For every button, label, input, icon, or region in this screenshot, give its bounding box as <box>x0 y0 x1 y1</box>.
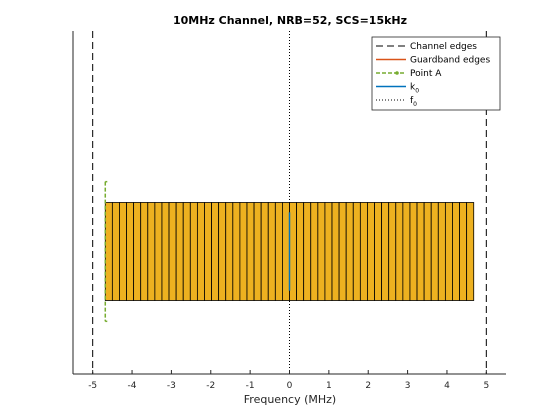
legend-guardband-edges-label: Guardband edges <box>410 56 490 66</box>
x-tick-label: 4 <box>444 381 450 391</box>
resource-block-22 <box>253 202 262 301</box>
legend-point-a-label: Point A <box>410 69 442 79</box>
resource-block-34 <box>338 202 347 301</box>
resource-block-13 <box>189 202 198 301</box>
legend-point-a-marker <box>395 71 399 75</box>
resource-block-11 <box>175 202 184 301</box>
resource-block-38 <box>367 202 375 301</box>
resource-block-41 <box>388 202 397 301</box>
x-tick-label: -3 <box>167 381 176 391</box>
resource-block-1 <box>104 202 113 301</box>
resource-block-26 <box>282 202 290 301</box>
resource-block-6 <box>140 202 149 301</box>
x-tick-label: 3 <box>405 381 411 391</box>
resource-block-12 <box>182 202 191 301</box>
resource-block-27 <box>289 202 297 301</box>
resource-block-15 <box>204 202 212 301</box>
resource-block-48 <box>437 202 446 301</box>
x-tick-label: -5 <box>88 381 97 391</box>
resource-block-52 <box>466 202 475 301</box>
legend-k0-label: k0 <box>410 83 419 95</box>
resource-block-31 <box>317 202 326 301</box>
x-tick-label: 0 <box>287 381 293 391</box>
plot-area <box>72 31 506 375</box>
resource-block-43 <box>402 202 411 301</box>
resource-block-49 <box>444 202 453 301</box>
legend-f0-subscript: 0 <box>413 101 417 108</box>
resource-block-18 <box>225 202 234 301</box>
resource-block-46 <box>423 202 432 301</box>
resource-block-8 <box>154 202 163 301</box>
resource-block-9 <box>161 202 170 301</box>
resource-block-4 <box>126 202 135 301</box>
resource-block-17 <box>218 202 227 301</box>
resource-block-51 <box>459 202 468 301</box>
resource-block-10 <box>168 202 177 301</box>
resource-block-30 <box>310 202 319 301</box>
resource-block-3 <box>119 202 127 301</box>
resource-block-19 <box>232 202 241 301</box>
x-tick-label: -1 <box>246 381 255 391</box>
resource-block-16 <box>211 202 220 301</box>
legend-box <box>371 36 501 111</box>
resource-block-45 <box>416 202 425 301</box>
x-tick-label: -4 <box>128 381 137 391</box>
resource-block-24 <box>267 202 276 301</box>
resource-block-35 <box>345 202 354 301</box>
chart-title: 10MHz Channel, NRB=52, SCS=15kHz <box>173 14 407 27</box>
resource-block-42 <box>395 202 404 301</box>
x-tick-label: -2 <box>206 381 215 391</box>
resource-block-28 <box>296 202 305 301</box>
legend-k0-subscript: 0 <box>415 88 419 95</box>
resource-block-14 <box>196 202 205 301</box>
resource-block-21 <box>246 202 255 301</box>
resource-block-2 <box>111 202 120 301</box>
resource-block-37 <box>359 202 368 301</box>
resource-block-47 <box>430 202 439 301</box>
resource-block-5 <box>133 202 142 301</box>
legend-f0-label: f0 <box>410 96 417 108</box>
resource-block-25 <box>274 202 283 301</box>
resource-block-40 <box>381 202 390 301</box>
x-tick-label: 2 <box>365 381 371 391</box>
resource-block-20 <box>239 202 248 301</box>
x-axis-ticks: -5 -4 -3 -2 -1 0 1 2 3 4 5 <box>88 370 489 391</box>
resource-block-7 <box>147 202 156 301</box>
x-tick-label: 1 <box>326 381 332 391</box>
resource-block-33 <box>331 202 340 301</box>
resource-block-29 <box>303 202 312 301</box>
legend-channel-edges-label: Channel edges <box>410 42 477 52</box>
resource-block-23 <box>260 202 269 301</box>
resource-block-50 <box>452 202 460 301</box>
resource-block-39 <box>374 202 383 301</box>
resource-block-44 <box>409 202 418 301</box>
x-tick-label: 5 <box>483 381 489 391</box>
x-axis-label: Frequency (MHz) <box>244 393 336 406</box>
resource-block-36 <box>352 202 361 301</box>
resource-block-32 <box>324 202 333 301</box>
